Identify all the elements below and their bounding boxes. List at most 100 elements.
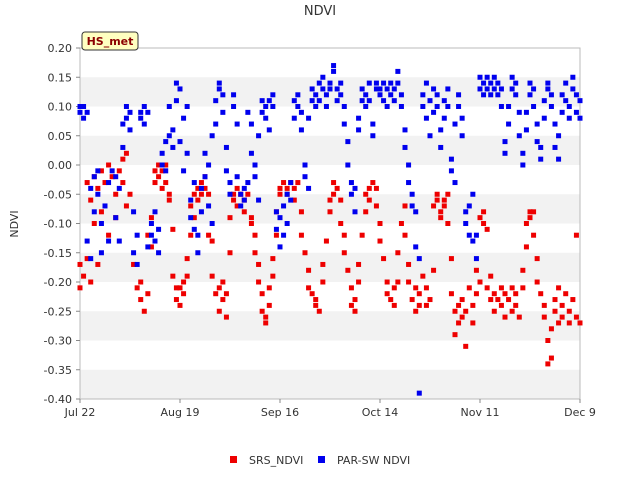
point-srs-ndvi — [120, 180, 126, 186]
point-par-sw-ndvi — [506, 104, 512, 109]
point-par-sw-ndvi — [131, 250, 137, 256]
point-srs-ndvi — [341, 232, 347, 238]
point-srs-ndvi — [548, 326, 554, 332]
point-srs-ndvi — [227, 215, 233, 221]
point-srs-ndvi — [95, 185, 101, 191]
point-par-sw-ndvi — [431, 109, 437, 115]
point-srs-ndvi — [348, 285, 354, 291]
point-srs-ndvi — [484, 285, 490, 291]
point-srs-ndvi — [459, 314, 465, 320]
point-srs-ndvi — [252, 232, 258, 238]
point-srs-ndvi — [491, 291, 497, 297]
point-par-sw-ndvi — [381, 98, 387, 104]
point-srs-ndvi — [477, 279, 483, 285]
point-par-sw-ndvi — [88, 185, 94, 191]
point-srs-ndvi — [256, 261, 262, 267]
point-par-sw-ndvi — [416, 390, 422, 396]
point-srs-ndvi — [81, 273, 87, 279]
y-tick-label: -0.20 — [44, 276, 72, 289]
point-srs-ndvi — [552, 297, 558, 303]
point-srs-ndvi — [141, 308, 147, 314]
point-par-sw-ndvi — [566, 115, 572, 121]
point-par-sw-ndvi — [527, 80, 533, 86]
point-par-sw-ndvi — [409, 203, 415, 209]
point-srs-ndvi — [384, 291, 390, 297]
point-srs-ndvi — [352, 297, 358, 303]
point-par-sw-ndvi — [470, 191, 476, 197]
point-srs-ndvi — [138, 297, 144, 303]
point-par-sw-ndvi — [227, 180, 233, 186]
point-srs-ndvi — [263, 314, 269, 320]
point-par-sw-ndvi — [152, 209, 158, 215]
point-srs-ndvi — [448, 256, 454, 262]
point-par-sw-ndvi — [248, 150, 254, 156]
point-par-sw-ndvi — [423, 115, 429, 121]
point-srs-ndvi — [116, 168, 122, 174]
point-par-sw-ndvi — [384, 86, 390, 92]
point-srs-ndvi — [406, 261, 412, 267]
point-srs-ndvi — [423, 302, 429, 308]
point-par-sw-ndvi — [491, 86, 497, 92]
point-par-sw-ndvi — [123, 104, 129, 109]
point-par-sw-ndvi — [202, 174, 208, 180]
point-srs-ndvi — [388, 297, 394, 303]
point-par-sw-ndvi — [145, 109, 151, 115]
point-par-sw-ndvi — [184, 104, 190, 109]
point-par-sw-ndvi — [377, 86, 383, 92]
point-par-sw-ndvi — [484, 74, 490, 80]
point-par-sw-ndvi — [127, 127, 133, 133]
point-srs-ndvi — [452, 308, 458, 314]
point-par-sw-ndvi — [341, 104, 347, 109]
y-tick-label: -0.25 — [44, 305, 72, 318]
point-srs-ndvi — [466, 285, 472, 291]
point-par-sw-ndvi — [173, 98, 179, 104]
legend-label-srs-ndvi: SRS_NDVI — [249, 454, 303, 467]
point-par-sw-ndvi — [563, 80, 569, 86]
point-srs-ndvi — [366, 197, 372, 203]
point-par-sw-ndvi — [148, 221, 154, 226]
point-par-sw-ndvi — [541, 98, 547, 104]
point-srs-ndvi — [498, 302, 504, 308]
point-par-sw-ndvi — [548, 92, 554, 98]
point-srs-ndvi — [359, 232, 365, 238]
point-srs-ndvi — [434, 191, 440, 197]
point-par-sw-ndvi — [166, 104, 172, 109]
point-par-sw-ndvi — [345, 139, 351, 145]
point-par-sw-ndvi — [520, 162, 526, 168]
point-par-sw-ndvi — [391, 86, 397, 92]
y-tick-label: 0.00 — [48, 159, 73, 172]
point-srs-ndvi — [513, 302, 519, 308]
point-par-sw-ndvi — [84, 238, 90, 244]
point-par-sw-ndvi — [252, 162, 258, 168]
point-par-sw-ndvi — [363, 92, 369, 98]
point-srs-ndvi — [441, 197, 447, 203]
point-par-sw-ndvi — [423, 80, 429, 86]
point-srs-ndvi — [445, 221, 451, 226]
point-srs-ndvi — [195, 197, 201, 203]
point-par-sw-ndvi — [134, 261, 140, 267]
point-par-sw-ndvi — [202, 150, 208, 156]
point-srs-ndvi — [413, 308, 419, 314]
point-par-sw-ndvi — [188, 197, 194, 203]
point-srs-ndvi — [188, 203, 194, 209]
point-par-sw-ndvi — [241, 197, 247, 203]
point-srs-ndvi — [416, 302, 422, 308]
point-par-sw-ndvi — [577, 115, 583, 121]
station-badge-label: HS_met — [87, 35, 134, 48]
point-srs-ndvi — [88, 197, 94, 203]
point-par-sw-ndvi — [191, 226, 197, 232]
point-par-sw-ndvi — [302, 174, 308, 180]
point-par-sw-ndvi — [270, 92, 276, 98]
point-srs-ndvi — [145, 232, 151, 238]
point-par-sw-ndvi — [484, 86, 490, 92]
point-srs-ndvi — [441, 203, 447, 209]
point-par-sw-ndvi — [134, 232, 140, 238]
point-par-sw-ndvi — [291, 115, 297, 121]
point-srs-ndvi — [452, 332, 458, 338]
point-srs-ndvi — [102, 180, 108, 186]
point-par-sw-ndvi — [373, 80, 379, 86]
point-par-sw-ndvi — [298, 109, 304, 115]
point-srs-ndvi — [266, 302, 272, 308]
point-par-sw-ndvi — [473, 256, 479, 262]
point-par-sw-ndvi — [159, 162, 165, 168]
